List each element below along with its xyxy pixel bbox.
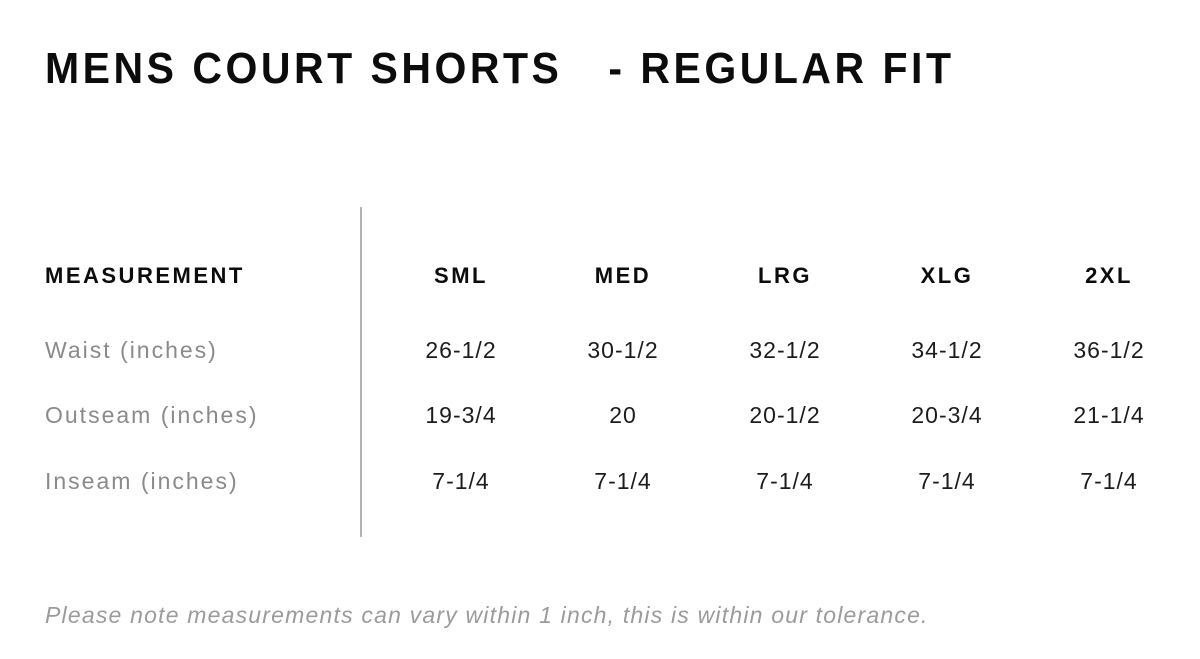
row-label-inseam: Inseam (inches) bbox=[45, 467, 239, 494]
waist-value-xlg: 34-1/2 bbox=[911, 336, 983, 363]
outseam-value-xlg: 20-3/4 bbox=[911, 401, 983, 428]
column-header-measurement: MEASUREMENT bbox=[45, 263, 245, 288]
outseam-value-sml: 19-3/4 bbox=[425, 401, 497, 428]
product-name: MENS COURT SHORTS bbox=[45, 44, 563, 93]
column-header-2xl: 2XL bbox=[1085, 263, 1133, 288]
row-label-outseam: Outseam (inches) bbox=[45, 401, 259, 428]
outseam-value-med: 20 bbox=[609, 401, 637, 428]
waist-value-sml: 26-1/2 bbox=[425, 336, 497, 363]
table-vertical-divider bbox=[360, 207, 362, 537]
table-row-outseam: Outseam (inches) 19-3/4 20 20-1/2 20-3/4… bbox=[45, 397, 1190, 433]
row-label-waist: Waist (inches) bbox=[45, 336, 218, 363]
table-row-inseam: Inseam (inches) 7-1/4 7-1/4 7-1/4 7-1/4 … bbox=[45, 463, 1190, 499]
waist-value-lrg: 32-1/2 bbox=[749, 336, 821, 363]
fit-label: - REGULAR FIT bbox=[608, 44, 955, 93]
table-row-waist: Waist (inches) 26-1/2 30-1/2 32-1/2 34-1… bbox=[45, 332, 1190, 368]
outseam-value-lrg: 20-1/2 bbox=[749, 401, 821, 428]
table-header-row: MEASUREMENT SML MED LRG XLG 2XL bbox=[45, 258, 1190, 294]
tolerance-note: Please note measurements can vary within… bbox=[45, 602, 929, 628]
column-header-sml: SML bbox=[434, 263, 488, 288]
waist-value-2xl: 36-1/2 bbox=[1073, 336, 1145, 363]
page-title: MENS COURT SHORTS - REGULAR FIT bbox=[45, 44, 955, 94]
inseam-value-2xl: 7-1/4 bbox=[1080, 467, 1138, 494]
column-header-med: MED bbox=[594, 263, 652, 288]
column-header-lrg: LRG bbox=[758, 263, 812, 288]
column-header-xlg: XLG bbox=[920, 263, 974, 288]
inseam-value-lrg: 7-1/4 bbox=[756, 467, 814, 494]
inseam-value-sml: 7-1/4 bbox=[432, 467, 490, 494]
waist-value-med: 30-1/2 bbox=[587, 336, 659, 363]
inseam-value-med: 7-1/4 bbox=[594, 467, 652, 494]
inseam-value-xlg: 7-1/4 bbox=[918, 467, 976, 494]
outseam-value-2xl: 21-1/4 bbox=[1073, 401, 1145, 428]
